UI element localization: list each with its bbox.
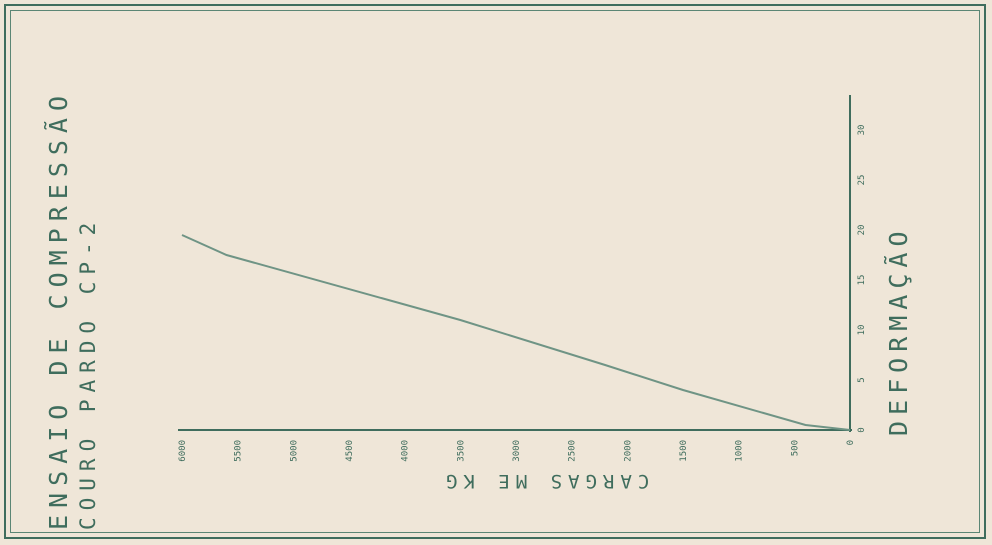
y-tick-label: 15: [857, 275, 867, 286]
y-tick-label: 20: [857, 225, 867, 236]
x-tick-label: 5500: [234, 440, 244, 462]
x-tick-label: 1500: [679, 440, 689, 462]
x-tick-label: 6000: [178, 440, 188, 462]
x-tick-label: 2500: [568, 440, 578, 462]
x-tick-label: 4000: [401, 440, 411, 462]
series-line: [181, 234, 851, 431]
x-tick-label: 1000: [735, 440, 745, 462]
y-tick-label: 25: [857, 175, 867, 186]
x-tick-label: 2000: [623, 440, 633, 462]
inner-border: [10, 10, 980, 533]
x-tick-label: 0: [846, 440, 856, 445]
x-tick-label: 3000: [512, 440, 522, 462]
x-tick-label: 5000: [289, 440, 299, 462]
y-tick-label: 5: [857, 377, 867, 382]
x-tick-label: 3500: [456, 440, 466, 462]
y-tick-label: 30: [857, 125, 867, 136]
y-tick-label: 10: [857, 325, 867, 336]
outer-border: [4, 4, 986, 539]
y-tick-label: 0: [857, 427, 867, 432]
x-tick-label: 500: [790, 440, 800, 456]
x-tick-label: 4500: [345, 440, 355, 462]
